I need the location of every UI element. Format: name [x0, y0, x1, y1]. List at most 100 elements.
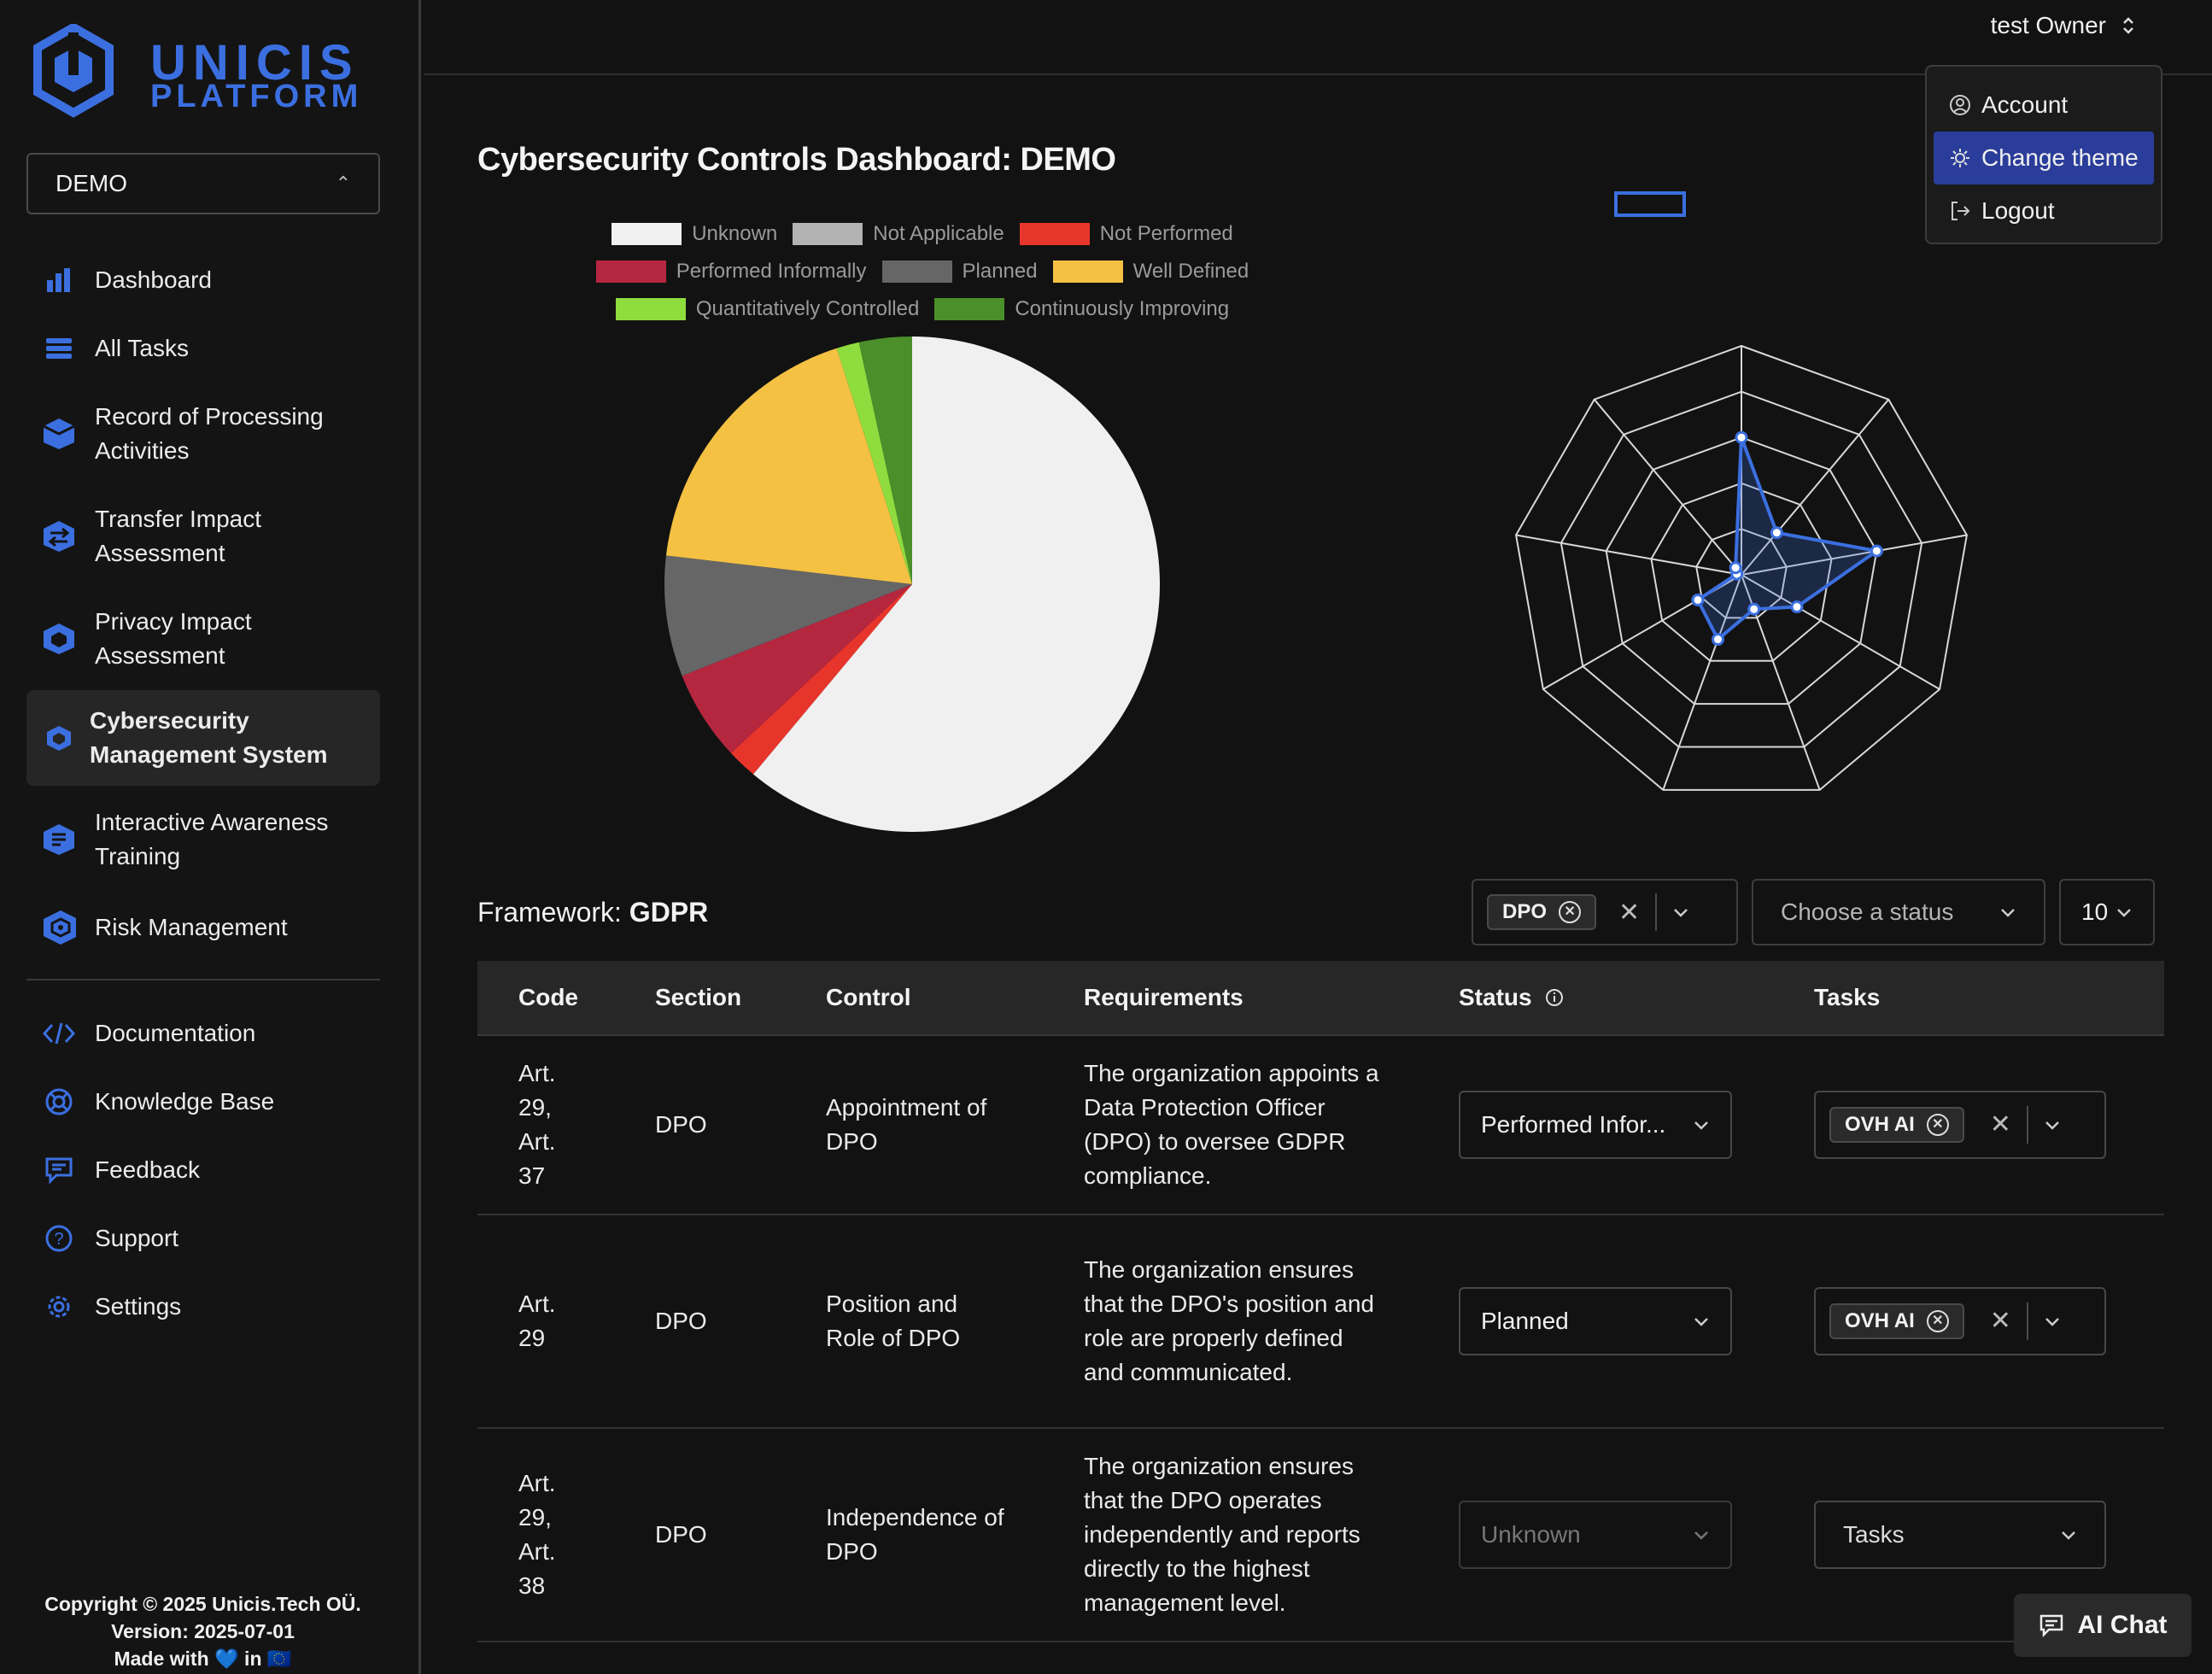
legend-item-not-applicable[interactable]: Not Applicable [793, 222, 1004, 246]
menu-item-label: Logout [1981, 197, 2055, 224]
legend-item-unknown[interactable]: Unknown [612, 222, 777, 246]
legend-label: Unknown [692, 222, 778, 245]
menu-item-account[interactable]: Account [1934, 79, 2154, 132]
radar-axis-line [1741, 534, 1968, 576]
sidebar-item-label: Interactive Awareness Training [95, 809, 329, 869]
menu-item-logout[interactable]: Logout [1934, 184, 2154, 237]
chevron-down-icon[interactable] [2044, 1116, 2061, 1133]
chip-remove-icon[interactable]: ✕ [1559, 901, 1582, 923]
sidebar-item-tia[interactable]: Transfer Impact Assessment [26, 485, 380, 588]
radar-point[interactable] [1729, 561, 1742, 575]
pie-slice-performed-informally[interactable] [682, 584, 912, 753]
framework-value: GDPR [629, 897, 709, 928]
column-header-tasks[interactable]: Tasks [1814, 984, 1881, 1010]
ai-chat-button[interactable]: AI Chat [2014, 1594, 2192, 1657]
radar-point[interactable] [1691, 593, 1705, 606]
chip-remove-icon[interactable]: ✕ [1926, 1310, 1949, 1332]
sidebar-item-dashboard[interactable]: Dashboard [26, 246, 380, 314]
column-header-control[interactable]: Control [826, 984, 911, 1010]
radar-point[interactable] [1770, 526, 1783, 540]
column-header-status[interactable]: Status [1434, 984, 1789, 1011]
status-select[interactable]: Planned [1459, 1287, 1732, 1355]
column-header-requirements[interactable]: Requirements [1084, 984, 1244, 1010]
radar-axis-line [1741, 399, 1890, 576]
sidebar-item-pia[interactable]: Privacy Impact Assessment [26, 588, 380, 690]
sidebar-footer: Copyright © 2025 Unicis.Tech OÜ. Version… [0, 1590, 406, 1672]
legend-item-not-performed[interactable]: Not Performed [1019, 222, 1233, 246]
pie-slice-well-defined[interactable] [665, 348, 912, 584]
section-filter[interactable]: DPO ✕ ✕ [1472, 879, 1738, 945]
radar-legend-swatch[interactable] [1614, 191, 1686, 217]
sidebar-item-feedback[interactable]: Feedback [26, 1136, 380, 1204]
legend-item-planned[interactable]: Planned [881, 260, 1038, 284]
chip-label: OVH AI [1845, 1113, 1915, 1136]
status-select[interactable]: Performed Infor... [1459, 1091, 1732, 1159]
radar-point[interactable] [1712, 633, 1725, 647]
legend-swatch [1052, 260, 1123, 283]
chip-remove-icon[interactable]: ✕ [1926, 1114, 1949, 1136]
radar-axis-line [1741, 574, 1940, 690]
chevron-down-icon[interactable] [2044, 1313, 2061, 1330]
sidebar-item-knowledge-base[interactable]: Knowledge Base [26, 1068, 380, 1136]
column-header-section[interactable]: Section [655, 984, 742, 1010]
menu-item-change-theme[interactable]: Change theme [1934, 132, 2154, 184]
separator [1655, 893, 1658, 931]
legend-label: Quantitatively Controlled [695, 297, 920, 320]
legend-item-quantitatively-controlled[interactable]: Quantitatively Controlled [615, 297, 920, 321]
radar-point[interactable] [1790, 600, 1804, 614]
per-page-select[interactable]: 10 [2059, 879, 2155, 945]
cell-requirements: The organization appoints a Data Protect… [1084, 1060, 1379, 1189]
sidebar-item-documentation[interactable]: Documentation [26, 999, 380, 1068]
pie-slice-quantitatively-controlled[interactable] [836, 342, 912, 584]
chevron-down-icon[interactable] [1672, 904, 1689, 921]
radar-point[interactable] [1747, 602, 1761, 616]
legend-item-well-defined[interactable]: Well Defined [1052, 260, 1249, 284]
radar-point[interactable] [1870, 544, 1883, 558]
sidebar-divider [26, 979, 380, 980]
sidebar-item-label: Cybersecurity Management System [90, 707, 328, 768]
clear-filter-icon[interactable]: ✕ [1618, 898, 1641, 927]
unicis-logo[interactable]: UNICIS PLATFORM [31, 22, 389, 118]
tasks-select[interactable]: Tasks [1814, 1501, 2106, 1569]
clear-tasks-icon[interactable]: ✕ [1989, 1307, 2011, 1335]
radar-point[interactable] [1735, 430, 1748, 444]
menu-item-label: Change theme [1981, 144, 2139, 171]
chevron-updown-icon [2123, 17, 2133, 34]
sidebar: UNICIS PLATFORM DEMO ⌃ Dashboard All Tas… [0, 0, 421, 1674]
chevron-down-icon [1694, 1318, 1708, 1326]
column-header-label: Status [1459, 984, 1532, 1010]
pie-slice-unknown[interactable] [752, 337, 1160, 832]
framework-label-text: Framework: [477, 897, 622, 928]
chat-icon [2039, 1614, 2063, 1637]
sidebar-item-awareness-training[interactable]: Interactive Awareness Training [26, 786, 380, 893]
column-header-code[interactable]: Code [518, 984, 578, 1010]
tasks-select[interactable]: OVH AI ✕ ✕ [1814, 1091, 2106, 1159]
cube-stack-icon [42, 417, 76, 451]
menu-item-label: Account [1981, 91, 2069, 118]
user-dropdown-menu: Account Change theme Logout [1925, 65, 2162, 244]
pie-svg [664, 337, 1160, 832]
info-icon[interactable] [1544, 987, 1565, 1008]
legend-item-performed-informally[interactable]: Performed Informally [595, 260, 867, 284]
user-menu-button[interactable]: test Owner [1991, 12, 2135, 39]
copyright-text: Copyright © 2025 Unicis.Tech OÜ. [44, 1593, 361, 1615]
status-filter-select[interactable]: Choose a status [1752, 879, 2045, 945]
logo-line2: PLATFORM [150, 79, 363, 114]
clear-tasks-icon[interactable]: ✕ [1989, 1110, 2011, 1138]
status-pie-chart [663, 335, 1162, 834]
legend-item-continuously-improving[interactable]: Continuously Improving [934, 297, 1229, 321]
pie-slice-not-performed[interactable] [730, 584, 912, 775]
org-selector[interactable]: DEMO ⌃ [26, 153, 380, 214]
sidebar-item-support[interactable]: ? Support [26, 1204, 380, 1273]
pie-slice-continuously-improving[interactable] [858, 337, 912, 584]
transfer-icon [42, 519, 76, 553]
pie-slice-planned[interactable] [664, 555, 912, 676]
tasks-select[interactable]: OVH AI ✕ ✕ [1814, 1287, 2106, 1355]
sidebar-item-cybersecurity[interactable]: Cybersecurity Management System [26, 690, 380, 786]
sidebar-item-ropa[interactable]: Record of Processing Activities [26, 383, 380, 485]
sidebar-item-all-tasks[interactable]: All Tasks [26, 314, 380, 383]
sidebar-item-risk-management[interactable]: Risk Management [26, 893, 380, 962]
sidebar-item-label: Record of Processing Activities [95, 403, 324, 464]
sidebar-item-settings[interactable]: Settings [26, 1273, 380, 1341]
status-select[interactable]: Unknown [1459, 1501, 1732, 1569]
